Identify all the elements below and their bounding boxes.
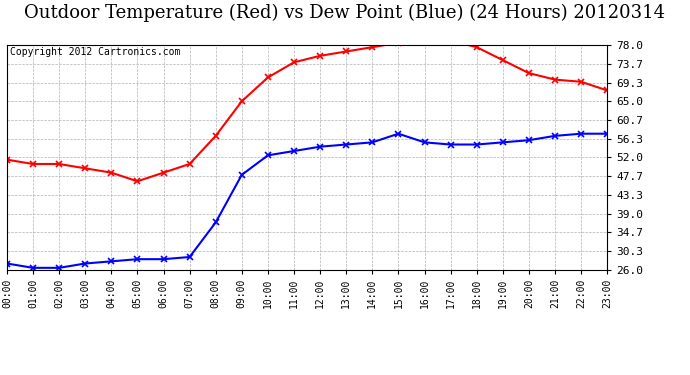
Text: Copyright 2012 Cartronics.com: Copyright 2012 Cartronics.com bbox=[10, 47, 180, 57]
Text: Outdoor Temperature (Red) vs Dew Point (Blue) (24 Hours) 20120314: Outdoor Temperature (Red) vs Dew Point (… bbox=[25, 4, 665, 22]
